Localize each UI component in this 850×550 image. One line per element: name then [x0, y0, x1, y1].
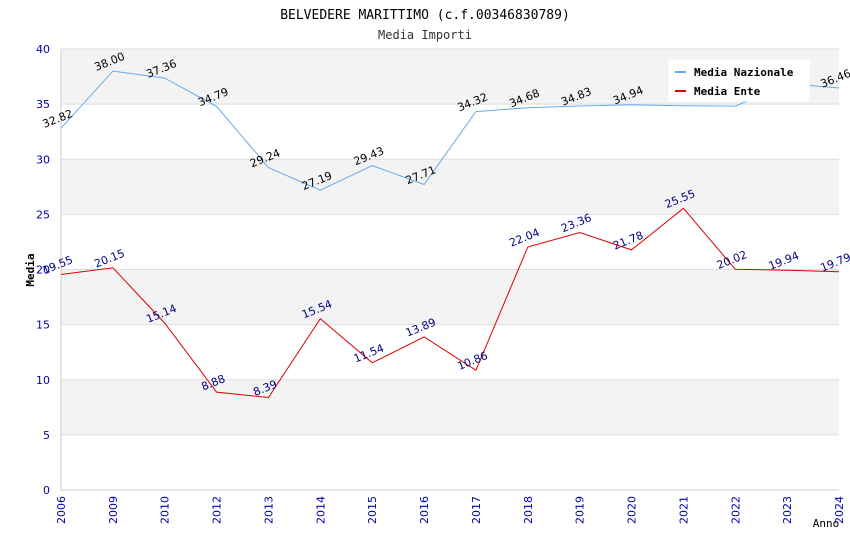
y-tick-label: 10: [36, 374, 50, 387]
x-tick-label: 2020: [626, 496, 639, 524]
chart-title: BELVEDERE MARITTIMO (c.f.00346830789): [280, 8, 570, 23]
grid-band: [61, 104, 839, 160]
y-tick-label: 5: [43, 429, 50, 442]
x-tick-label: 2014: [314, 496, 327, 524]
x-tick-label: 2023: [781, 496, 794, 524]
x-axis: 2006 2009 2010 2012 2013 2014 2015 2016 2017 2018…: [55, 496, 846, 524]
grid-band: [61, 324, 839, 380]
x-tick-label: 2022: [729, 496, 742, 524]
x-tick-label: 2015: [366, 496, 379, 524]
legend-box: [668, 59, 810, 102]
x-tick-label: 2021: [677, 496, 690, 524]
grid-band: [61, 159, 839, 215]
x-axis-label: Anno: [813, 517, 840, 530]
y-axis: 0 5 10 15 20 25 30 35 40: [36, 43, 50, 497]
grid-band: [61, 214, 839, 270]
y-tick-label: 0: [43, 484, 50, 497]
y-tick-label: 30: [36, 153, 50, 166]
x-tick-label: 2006: [55, 496, 68, 524]
chart-subtitle: Media Importi: [378, 28, 472, 42]
series-lines: [60, 70, 840, 399]
x-tick-label: 2017: [470, 496, 483, 524]
x-tick-label: 2016: [418, 496, 431, 524]
y-tick-label: 40: [36, 43, 50, 56]
grid-band: [61, 434, 839, 490]
series-line-media-ente: [60, 207, 840, 399]
legend: Media Nazionale Media Ente: [668, 59, 810, 102]
grid-band: [61, 269, 839, 325]
legend-label: Media Nazionale: [694, 66, 794, 79]
series-line-media-nazionale: [60, 70, 840, 191]
x-tick-label: 2024: [833, 496, 846, 524]
grid-band: [61, 379, 839, 435]
x-tick-label: 2019: [574, 496, 587, 524]
x-tick-label: 2018: [522, 496, 535, 524]
y-axis-label: Media: [24, 253, 37, 286]
y-tick-label: 20: [36, 264, 50, 277]
x-tick-label: 2010: [159, 496, 172, 524]
y-tick-label: 25: [36, 208, 50, 221]
y-tick-label: 15: [36, 319, 50, 332]
x-tick-label: 2013: [262, 496, 275, 524]
y-tick-label: 35: [36, 98, 50, 111]
x-tick-label: 2009: [107, 496, 120, 524]
plot-background: [60, 48, 839, 491]
legend-label: Media Ente: [694, 85, 761, 98]
x-tick-label: 2012: [211, 496, 224, 524]
